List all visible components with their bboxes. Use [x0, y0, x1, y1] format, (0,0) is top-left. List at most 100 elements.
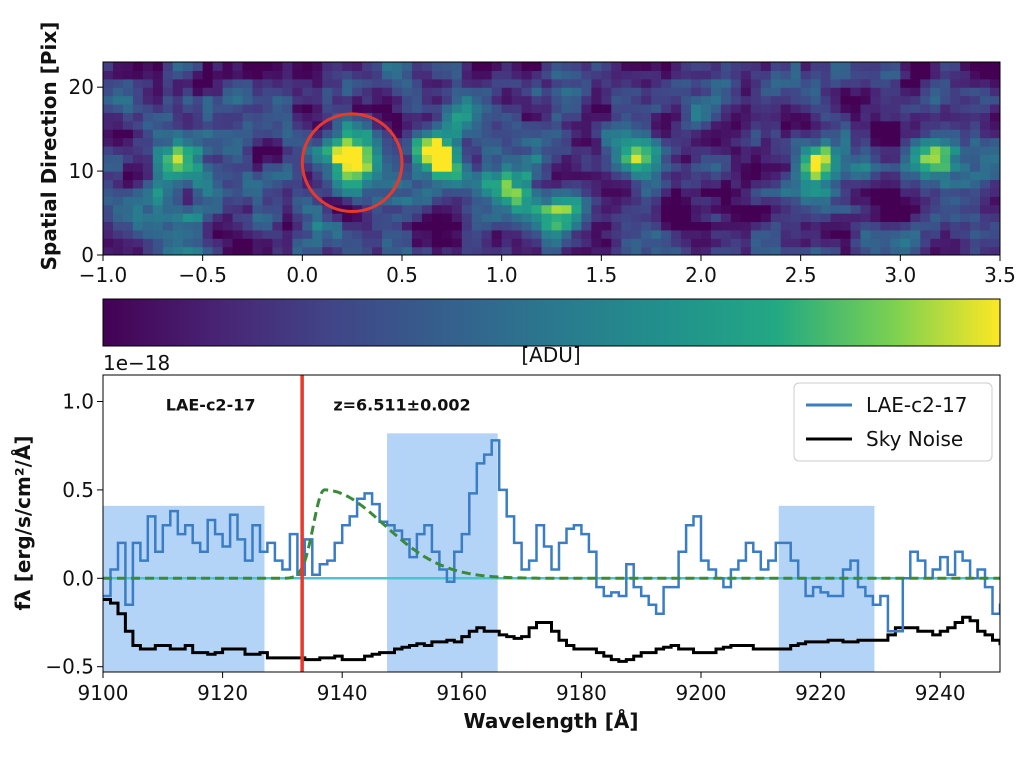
heatmap-cell	[661, 62, 672, 71]
heatmap-cell	[162, 179, 174, 189]
heatmap-x-tick-label: 3.0	[884, 263, 916, 287]
heatmap-cell	[162, 229, 174, 239]
heatmap-cell	[292, 112, 303, 122]
heatmap-cell	[890, 221, 901, 231]
heatmap-cell	[870, 120, 881, 130]
heatmap-cell	[372, 103, 383, 113]
heatmap-cell	[691, 129, 702, 139]
heatmap-cell	[132, 238, 144, 248]
heatmap-cell	[322, 103, 333, 113]
heatmap-cell	[860, 213, 872, 223]
heatmap-cell	[142, 187, 154, 197]
heatmap-cell	[770, 129, 782, 139]
heatmap-cell	[242, 87, 254, 97]
heatmap-cell	[701, 154, 712, 164]
heatmap-cell	[850, 87, 862, 97]
heatmap-cell	[850, 95, 862, 105]
heatmap-cell	[850, 221, 862, 231]
heatmap-cell	[222, 229, 234, 239]
heatmap-cell	[182, 238, 194, 248]
heatmap-cell	[491, 78, 503, 88]
heatmap-cell	[212, 229, 224, 239]
heatmap-cell	[411, 137, 423, 147]
heatmap-cell	[631, 78, 642, 88]
heatmap-cell	[661, 154, 672, 164]
heatmap-cell	[262, 204, 274, 214]
heatmap-cell	[860, 154, 872, 164]
heatmap-cell	[701, 246, 712, 255]
heatmap-cell	[710, 78, 722, 88]
heatmap-cell	[581, 246, 592, 255]
heatmap-cell	[810, 78, 822, 88]
heatmap-cell	[920, 204, 931, 214]
heatmap-cell	[272, 229, 283, 239]
heatmap-cell	[382, 95, 393, 105]
heatmap-cell	[880, 103, 891, 113]
heatmap-cell	[541, 221, 553, 231]
heatmap-cell	[601, 179, 612, 189]
heatmap-cell	[990, 246, 1000, 255]
heatmap-cell	[930, 187, 941, 197]
heatmap-cell	[720, 171, 732, 181]
heatmap-cell	[122, 95, 134, 105]
heatmap-cell	[730, 196, 742, 206]
heatmap-cell	[222, 78, 234, 88]
heatmap-cell	[661, 196, 672, 206]
heatmap-cell	[202, 238, 214, 248]
heatmap-cell	[621, 70, 632, 80]
heatmap-cell	[671, 204, 682, 214]
heatmap-cell	[601, 87, 612, 97]
heatmap-cell	[282, 62, 293, 71]
heatmap-cell	[661, 129, 672, 139]
heatmap-cell	[900, 129, 911, 139]
heatmap-cell	[710, 137, 722, 147]
heatmap-cell	[970, 154, 981, 164]
heatmap-cell	[302, 187, 313, 197]
heatmap-cell	[870, 70, 881, 80]
heatmap-cell	[621, 87, 632, 97]
heatmap-cell	[332, 78, 343, 88]
heatmap-cell	[910, 137, 921, 147]
heatmap-cell	[581, 129, 592, 139]
heatmap-cell	[192, 171, 204, 181]
heatmap-cell	[352, 137, 363, 147]
heatmap-cell	[531, 137, 543, 147]
heatmap-cell	[152, 129, 164, 139]
heatmap-cell	[940, 162, 951, 172]
heatmap-cell	[681, 213, 692, 223]
heatmap-cell	[990, 112, 1000, 122]
heatmap-cell	[471, 95, 483, 105]
heatmap-cell	[491, 196, 503, 206]
heatmap-cell	[930, 78, 941, 88]
heatmap-cell	[551, 187, 563, 197]
heatmap-cell	[212, 179, 224, 189]
heatmap-cell	[262, 187, 274, 197]
heatmap-cell	[132, 187, 144, 197]
heatmap-cell	[421, 78, 433, 88]
heatmap-cell	[411, 171, 423, 181]
heatmap-cell	[940, 95, 951, 105]
heatmap-cell	[272, 145, 283, 155]
heatmap-cell	[860, 62, 872, 71]
heatmap-cell	[342, 129, 353, 139]
heatmap-cell	[641, 103, 652, 113]
heatmap-cell	[112, 137, 124, 147]
heatmap-cell	[501, 196, 513, 206]
heatmap-cell	[561, 154, 573, 164]
heatmap-cell	[910, 196, 921, 206]
heatmap-cell	[621, 103, 632, 113]
heatmap-cell	[910, 120, 921, 130]
heatmap-cell	[501, 213, 513, 223]
heatmap-cell	[282, 162, 293, 172]
heatmap-cell	[601, 229, 612, 239]
heatmap-cell	[471, 78, 483, 88]
heatmap-cell	[800, 196, 812, 206]
heatmap-cell	[730, 154, 742, 164]
heatmap-cell	[710, 187, 722, 197]
heatmap-cell	[441, 78, 453, 88]
heatmap-cell	[880, 204, 891, 214]
heatmap-cell	[880, 229, 891, 239]
heatmap-cell	[790, 179, 802, 189]
heatmap-cell	[691, 112, 702, 122]
heatmap-cell	[182, 187, 194, 197]
